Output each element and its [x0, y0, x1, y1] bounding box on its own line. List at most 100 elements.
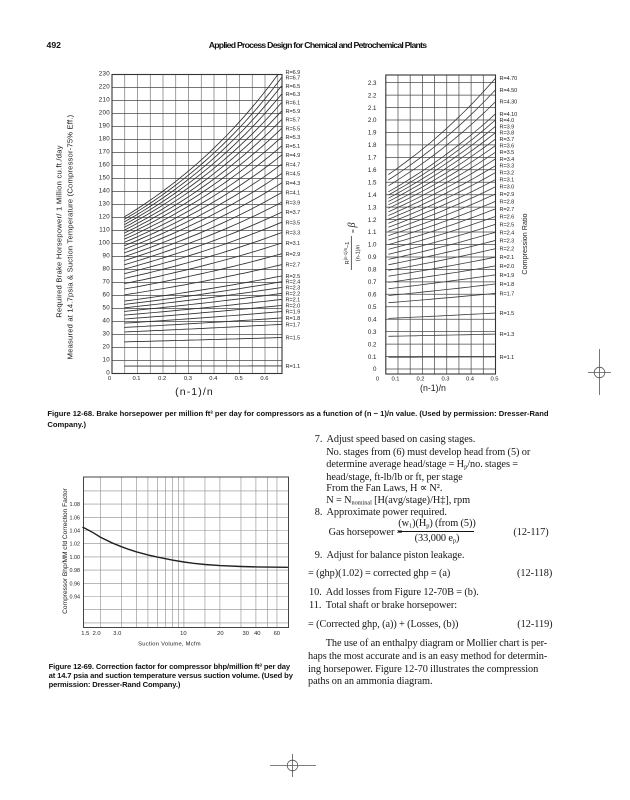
svg-text:R=3.7: R=3.7	[286, 210, 301, 216]
svg-text:R=2.4: R=2.4	[286, 280, 301, 286]
svg-text:170: 170	[99, 149, 110, 156]
svg-text:R=3.8: R=3.8	[500, 131, 515, 137]
svg-text:100: 100	[99, 240, 110, 247]
svg-text:10: 10	[180, 631, 186, 637]
svg-text:R=4.5: R=4.5	[286, 172, 301, 178]
svg-text:0.2: 0.2	[416, 376, 424, 382]
svg-text:1.00: 1.00	[70, 555, 81, 561]
svg-text:R=5.9: R=5.9	[286, 109, 301, 115]
svg-text:2.1: 2.1	[368, 105, 377, 112]
svg-text:R=1.8: R=1.8	[286, 316, 301, 322]
svg-text:0: 0	[106, 370, 110, 377]
svg-text:R=3.0: R=3.0	[500, 185, 515, 191]
svg-text:R=2.3: R=2.3	[500, 238, 515, 244]
svg-text:R=2.9: R=2.9	[500, 192, 515, 198]
svg-text:0: 0	[376, 376, 379, 382]
svg-text:R=6.9: R=6.9	[286, 70, 301, 76]
svg-text:1.04: 1.04	[70, 529, 81, 535]
svg-text:80: 80	[103, 266, 111, 273]
svg-text:70: 70	[103, 279, 111, 286]
svg-text:1.9: 1.9	[368, 130, 377, 137]
svg-text:220: 220	[99, 84, 110, 91]
svg-text:R=3.5: R=3.5	[286, 220, 301, 226]
svg-text:1.3: 1.3	[368, 204, 377, 211]
svg-text:R=2.2: R=2.2	[500, 247, 515, 253]
svg-text:0.2: 0.2	[158, 376, 166, 382]
svg-text:R=5.7: R=5.7	[286, 118, 301, 124]
svg-text:R=2.4: R=2.4	[500, 230, 515, 236]
svg-text:210: 210	[99, 97, 110, 104]
svg-text:1.1: 1.1	[368, 229, 377, 236]
svg-text:200: 200	[99, 110, 110, 117]
svg-text:R=3.3: R=3.3	[500, 164, 515, 170]
svg-text:R=6.7: R=6.7	[286, 76, 301, 82]
svg-text:60: 60	[103, 292, 111, 299]
svg-text:0: 0	[373, 366, 377, 373]
svg-text:0.6: 0.6	[368, 292, 377, 299]
svg-text:30: 30	[242, 631, 248, 637]
svg-text:180: 180	[99, 136, 110, 143]
svg-text:10: 10	[103, 357, 111, 364]
svg-text:1.5: 1.5	[368, 179, 377, 186]
svg-text:R=4.50: R=4.50	[500, 88, 518, 94]
svg-text:R=3.7: R=3.7	[500, 137, 515, 143]
svg-text:R=5.5: R=5.5	[286, 126, 301, 132]
svg-text:0.98: 0.98	[70, 568, 81, 574]
svg-text:1.02: 1.02	[70, 542, 81, 548]
svg-text:0.96: 0.96	[70, 581, 81, 587]
svg-text:R=4.10: R=4.10	[500, 112, 518, 118]
svg-text:(n-1)/n: (n-1)/n	[175, 386, 214, 398]
svg-text:R=2.3: R=2.3	[286, 286, 301, 292]
svg-text:R=1.7: R=1.7	[286, 322, 301, 328]
svg-text:0.3: 0.3	[441, 376, 449, 382]
svg-text:0: 0	[108, 376, 111, 382]
svg-text:R=2.1: R=2.1	[500, 255, 515, 261]
svg-text:R=3.6: R=3.6	[500, 144, 515, 150]
svg-text:R=2.2: R=2.2	[286, 291, 301, 297]
svg-text:R=3.1: R=3.1	[286, 241, 301, 247]
svg-text:0.8: 0.8	[368, 267, 377, 274]
svg-text:0.9: 0.9	[368, 254, 377, 261]
svg-text:R=3.4: R=3.4	[500, 157, 515, 163]
svg-text:R=2.5: R=2.5	[286, 274, 301, 280]
svg-text:Suction Volume, Mcfm: Suction Volume, Mcfm	[138, 642, 201, 648]
svg-text:0.6: 0.6	[260, 376, 268, 382]
svg-text:130: 130	[99, 201, 110, 208]
svg-text:2.2: 2.2	[368, 92, 377, 99]
svg-text:R=4.30: R=4.30	[500, 100, 518, 106]
svg-text:3.0: 3.0	[113, 631, 121, 637]
svg-text:R=6.1: R=6.1	[286, 101, 301, 107]
svg-text:Compression Ratio: Compression Ratio	[520, 213, 529, 274]
svg-text:R=2.9: R=2.9	[286, 252, 301, 258]
svg-text:1.2: 1.2	[368, 217, 377, 224]
svg-text:R=1.1: R=1.1	[286, 364, 301, 370]
svg-text:1.08: 1.08	[70, 502, 81, 508]
svg-text:1.5: 1.5	[81, 631, 89, 637]
svg-text:(n-1)/n: (n-1)/n	[356, 245, 362, 261]
svg-text:0.1: 0.1	[391, 376, 399, 382]
svg-text:R=2.7: R=2.7	[500, 207, 515, 213]
svg-text:0.3: 0.3	[184, 376, 192, 382]
svg-text:230: 230	[99, 71, 110, 78]
svg-text:R=3.3: R=3.3	[286, 231, 301, 237]
svg-text:R=3.9: R=3.9	[286, 200, 301, 206]
svg-text:60: 60	[274, 631, 280, 637]
svg-text:R=4.0: R=4.0	[500, 118, 515, 124]
svg-text:Required Brake Horsepower/ 1 M: Required Brake Horsepower/ 1 Million cu.…	[55, 145, 64, 318]
svg-text:1.06: 1.06	[70, 515, 81, 521]
svg-text:1.7: 1.7	[368, 155, 377, 162]
svg-text:R=6.3: R=6.3	[286, 92, 301, 98]
svg-text:Measured at 14.7psia & Suction: Measured at 14.7psia & Suction Temperatu…	[66, 114, 75, 359]
svg-text:0.3: 0.3	[368, 329, 377, 336]
svg-text:0.4: 0.4	[368, 316, 377, 323]
svg-text:0.5: 0.5	[490, 376, 498, 382]
svg-text:R=2.1: R=2.1	[286, 297, 301, 303]
svg-text:R=4.7: R=4.7	[286, 162, 301, 168]
svg-text:R=2.0: R=2.0	[500, 264, 515, 270]
svg-text:50: 50	[103, 305, 111, 312]
svg-text:0.5: 0.5	[368, 304, 377, 311]
svg-text:R=1.5: R=1.5	[500, 311, 515, 317]
svg-text:2.0: 2.0	[93, 631, 101, 637]
svg-text:2.3: 2.3	[368, 80, 377, 87]
svg-text:1.4: 1.4	[368, 192, 377, 199]
